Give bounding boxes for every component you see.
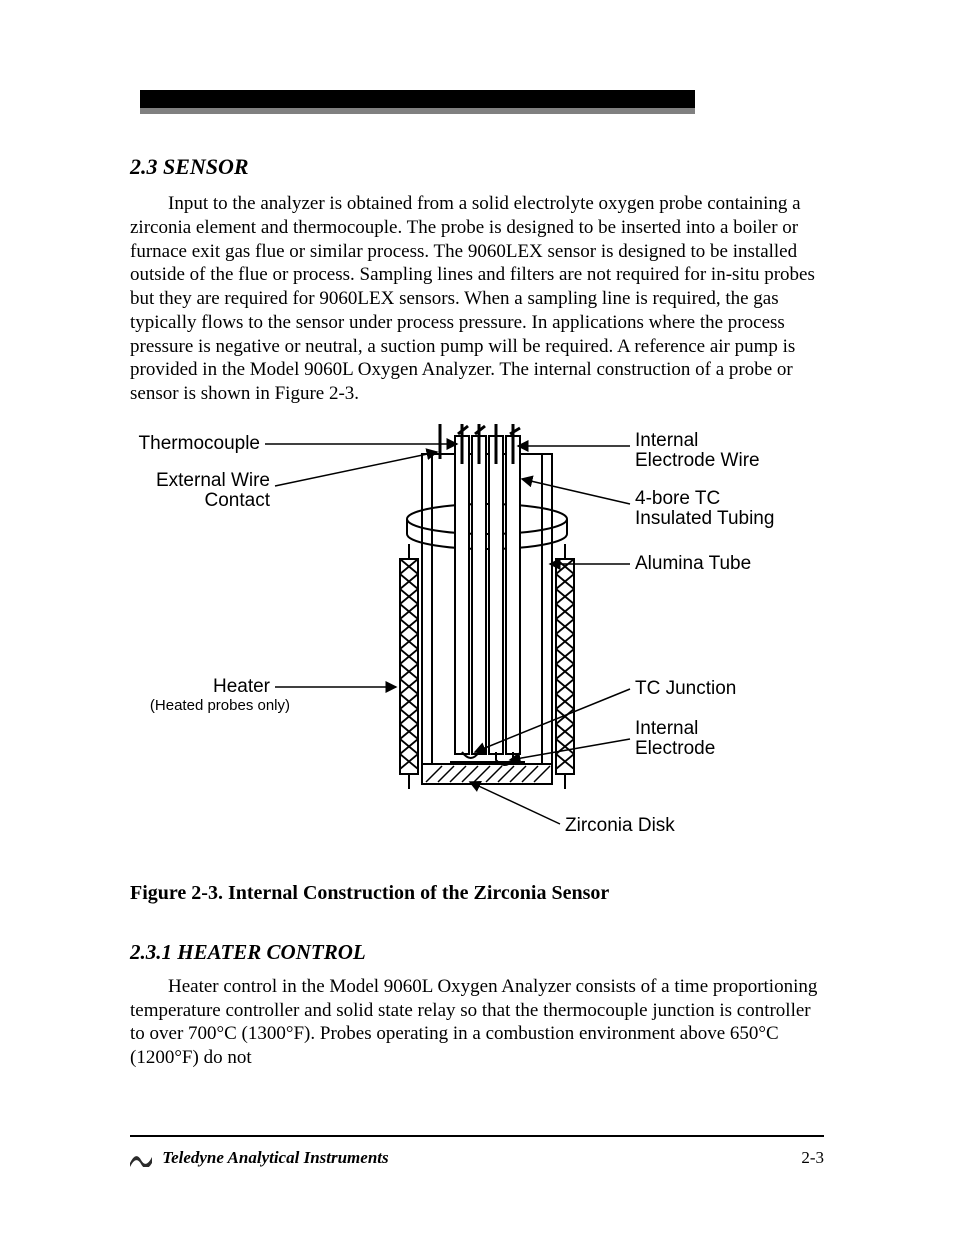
label-alumina: Alumina Tube [635, 553, 751, 574]
label-fourbore-1: 4-bore TC [635, 488, 720, 509]
header-rule [140, 90, 695, 114]
label-tc-junction: TC Junction [635, 678, 736, 699]
body-paragraph-sensor: Input to the analyzer is obtained from a… [130, 192, 824, 406]
footer-rule [130, 1135, 824, 1137]
label-external-wire-1: External Wire [156, 470, 270, 491]
footer-left: Teledyne Analytical Instruments [130, 1148, 389, 1168]
label-internal-wire-2: Electrode Wire [635, 450, 760, 471]
label-thermocouple: Thermocouple [139, 433, 260, 454]
footer: Teledyne Analytical Instruments 2-3 [130, 1148, 824, 1168]
label-fourbore-2: Insulated Tubing [635, 508, 774, 529]
label-zirconia: Zirconia Disk [565, 815, 675, 836]
label-external-wire-2: Contact [205, 490, 271, 511]
section-heading-heater-control: 2.3.1 HEATER CONTROL [130, 940, 824, 965]
footer-page-number: 2-3 [801, 1148, 824, 1168]
figure-sensor-diagram: Thermocouple External Wire Contact Heate… [110, 424, 810, 864]
body-paragraph-heater-control: Heater control in the Model 9060L Oxygen… [130, 975, 824, 1070]
teledyne-logo-icon [130, 1148, 152, 1168]
label-heater-note: (Heated probes only) [150, 697, 290, 714]
page: 2.3 SENSOR Input to the analyzer is obta… [0, 0, 954, 1235]
footer-left-text: Teledyne Analytical Instruments [162, 1148, 388, 1167]
label-heater: Heater [213, 676, 271, 697]
label-internal-electrode-2: Electrode [635, 738, 715, 759]
label-internal-electrode-1: Internal [635, 718, 698, 739]
section-heading-sensor: 2.3 SENSOR [130, 154, 824, 180]
label-internal-wire-1: Internal [635, 430, 698, 451]
figure-caption: Figure 2-3. Internal Construction of the… [130, 882, 824, 905]
